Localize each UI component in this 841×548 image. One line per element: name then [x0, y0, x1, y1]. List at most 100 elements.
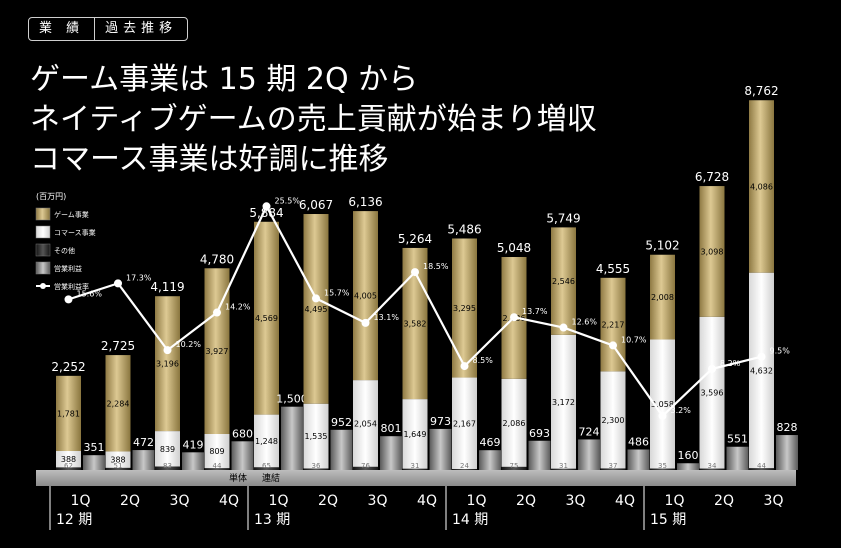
other-label: 31 — [559, 462, 568, 470]
profit-label: 160 — [678, 449, 699, 462]
other-label: 36 — [312, 462, 321, 470]
profit-label: 472 — [133, 436, 154, 449]
game-label: 2,217 — [602, 321, 625, 330]
bar-other — [254, 467, 279, 470]
bar-commerce — [204, 434, 230, 469]
commerce-label: 3,596 — [701, 389, 724, 398]
bar-profit — [726, 446, 749, 470]
total-label: 4,119 — [150, 280, 184, 294]
total-label: 6,728 — [695, 170, 729, 184]
x-axis: 単体 連結 12 期 13 期 14 期 15 期 1Q 2Q 3Q 4Q 1Q 2Q 3Q 4Q 1Q 2Q… — [36, 470, 796, 530]
other-label: 37 — [609, 462, 618, 470]
bar-other — [105, 467, 131, 470]
bar-profit — [380, 436, 402, 470]
margin-label: 9.5% — [770, 347, 791, 356]
margin-label: 10.2% — [176, 340, 202, 349]
total-label: 5,486 — [447, 222, 481, 236]
game-label: 2,546 — [552, 277, 575, 286]
bar-game — [56, 375, 81, 452]
other-label: 35 — [658, 462, 667, 470]
margin-point — [262, 202, 271, 211]
total-label: 4,780 — [200, 252, 234, 266]
total-label: 5,048 — [497, 241, 531, 255]
game-label: 2,008 — [651, 293, 674, 302]
game-label: 3,295 — [453, 304, 476, 313]
margin-label: 15.7% — [324, 288, 350, 297]
quarter-label: 2Q — [120, 493, 140, 509]
game-label: 2,284 — [107, 399, 130, 408]
game-label: 3,582 — [404, 320, 427, 329]
game-label: 4,086 — [750, 182, 773, 191]
margin-label: 3.2% — [671, 406, 692, 415]
total-label: 6,136 — [348, 195, 382, 209]
quarter-label: 1Q — [665, 493, 685, 509]
basis-label-consolidated: 連結 — [262, 472, 280, 484]
margin-label: 18.5% — [423, 262, 449, 271]
bar-game — [254, 221, 279, 415]
other-label: 75 — [510, 462, 519, 470]
commerce-label: 388 — [61, 455, 76, 464]
bar-profit — [83, 455, 105, 470]
profit-label: 469 — [480, 436, 501, 449]
profit-label: 801 — [381, 422, 402, 435]
other-label: 24 — [460, 462, 469, 470]
quarter-label: 1Q — [269, 493, 289, 509]
margin-point — [757, 352, 766, 361]
quarter-label: 3Q — [170, 493, 190, 509]
bar-game — [105, 355, 131, 452]
legend-label: その他 — [54, 246, 75, 255]
headline-line-2: ネイティブゲームの売上貢献が始まり増収 — [30, 102, 597, 137]
section-tag: 業 績 過去推移 — [28, 17, 189, 41]
period-label: 15 期 — [650, 512, 686, 528]
bar-other — [452, 468, 477, 470]
legend-label: ゲーム事業 — [54, 210, 89, 219]
bar-commerce — [254, 414, 279, 468]
profit-label: 828 — [777, 421, 798, 434]
profit-label: 1,500 — [276, 393, 308, 406]
commerce-label: 3,172 — [552, 398, 575, 407]
legend-swatch — [35, 207, 51, 221]
bar-other — [204, 468, 230, 470]
margin-label: 8.2% — [720, 359, 741, 368]
bar-other — [650, 468, 675, 470]
bar-commerce — [551, 334, 576, 469]
margin-line: 15.6% 17.3% 10.2% 14.2% 25.5% 15.7% 13.1% 18.5%… — [64, 196, 791, 420]
margin-point — [114, 279, 122, 288]
margin-label: 8.5% — [473, 356, 494, 365]
bar-commerce — [353, 380, 378, 467]
bar-commerce — [699, 316, 725, 469]
game-label: 4,005 — [354, 292, 377, 301]
commerce-label: 3,058 — [651, 400, 674, 409]
bar-game — [650, 254, 675, 340]
legend-label: 営業利益率 — [54, 282, 89, 291]
bar-game — [353, 211, 378, 381]
bar-profit — [677, 463, 699, 470]
bar-other — [600, 468, 626, 470]
bar-game — [749, 100, 774, 273]
total-label: 2,725 — [101, 339, 135, 353]
total-label: 8,762 — [744, 84, 778, 98]
margin-label: 12.6% — [572, 318, 598, 327]
quarter-label: 3Q — [368, 493, 388, 509]
margin-label: 10.7% — [621, 335, 647, 344]
headline: ゲーム事業は 15 期 2Q から ネイティブゲームの売上貢献が始まり増収 コマ… — [30, 60, 597, 180]
bar-commerce — [105, 451, 131, 468]
commerce-label: 2,300 — [602, 416, 625, 425]
profit-label: 351 — [84, 441, 105, 454]
total-label: 2,252 — [51, 360, 85, 374]
commerce-label: 388 — [110, 456, 125, 465]
commerce-label: 1,535 — [305, 432, 328, 441]
margin-label: 13.7% — [522, 307, 548, 316]
bar-profit — [231, 441, 254, 470]
margin-point — [411, 268, 419, 277]
total-label: 5,884 — [249, 206, 283, 220]
game-label: 3,196 — [156, 360, 179, 369]
period-label: 12 期 — [56, 512, 92, 528]
basis-label-standalone: 単体 — [229, 472, 247, 484]
bar-game — [303, 214, 329, 404]
quarter-label: 2Q — [318, 493, 338, 509]
margin-point — [213, 308, 221, 317]
margin-label: 13.1% — [374, 313, 400, 322]
